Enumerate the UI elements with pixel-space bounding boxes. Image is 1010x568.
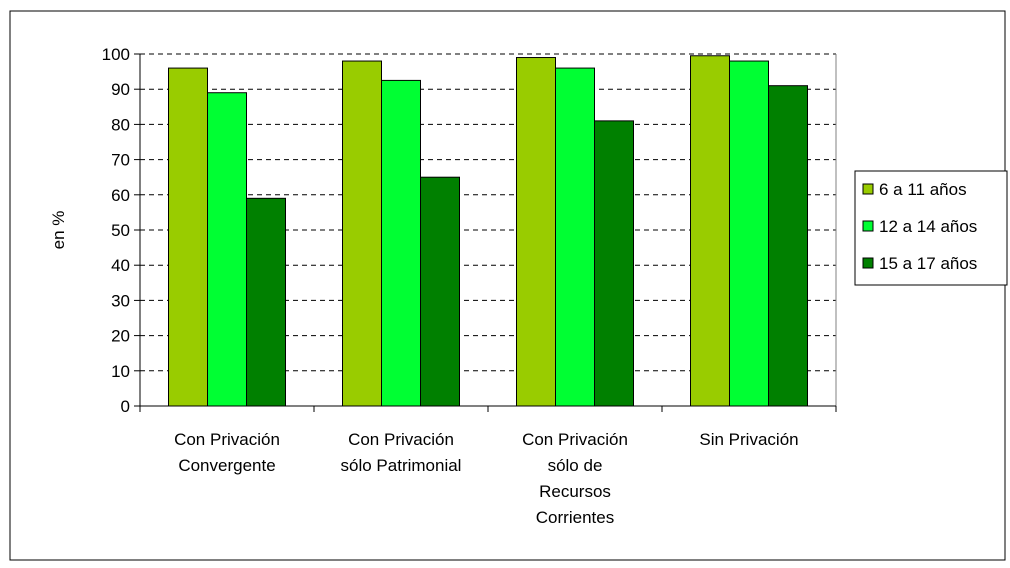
bar: [555, 67, 595, 407]
y-tick-label: 70: [111, 151, 130, 170]
legend-swatch: [862, 183, 874, 195]
x-tick-label: Con Privación sólo de Recursos Corrientes: [522, 430, 628, 527]
x-tick-label-line: Con Privación: [348, 430, 454, 449]
legend-label: 12 a 14 años: [879, 217, 977, 236]
x-tick-label-line: Recursos: [539, 482, 611, 501]
y-axis-label: en %: [49, 211, 68, 250]
x-tick-label-line: Con Privación: [174, 430, 280, 449]
x-tick-label-line: Convergente: [178, 456, 275, 475]
bar: [381, 79, 421, 407]
legend-label: 6 a 11 años: [879, 180, 967, 199]
x-tick-label-line: sólo de: [548, 456, 603, 475]
bar: [690, 55, 730, 407]
x-tick-label-line: Sin Privación: [699, 430, 798, 449]
legend-swatch: [862, 220, 874, 232]
y-tick-label: 10: [111, 362, 130, 381]
bar: [729, 60, 769, 407]
bar: [516, 57, 556, 407]
x-tick-label: Con Privación sólo Patrimonial: [341, 430, 462, 475]
legend: 6 a 11 años 12 a 14 años 15 a 17 años: [854, 170, 1008, 286]
y-tick-label: 60: [111, 186, 130, 205]
y-tick-label: 90: [111, 80, 130, 99]
y-tick-label: 100: [102, 45, 130, 64]
x-tick-label: Con Privación Convergente: [174, 430, 280, 475]
bar: [594, 120, 634, 407]
legend-label: 15 a 17 años: [879, 254, 977, 273]
y-tick-label: 0: [121, 397, 130, 416]
y-tick-label: 40: [111, 256, 130, 275]
axes: 0 10 20 30 40 50 60 70 80 90 100 Con Privación Conve…: [102, 45, 837, 527]
x-tick-label-line: sólo Patrimonial: [341, 456, 462, 475]
x-tick-label: Sin Privación: [699, 430, 798, 449]
y-tick-label: 30: [111, 291, 130, 310]
bar: [168, 67, 208, 407]
bar: [246, 197, 286, 407]
bar: [342, 60, 382, 407]
legend-box: [854, 170, 1008, 286]
x-tick-label-line: Con Privación: [522, 430, 628, 449]
bars: [168, 55, 808, 407]
y-tick-label: 80: [111, 115, 130, 134]
y-tick-label: 20: [111, 327, 130, 346]
bar: [207, 92, 247, 407]
bar: [768, 85, 808, 407]
x-tick-label-line: Corrientes: [536, 508, 614, 527]
bar: [420, 176, 460, 407]
y-tick-label: 50: [111, 221, 130, 240]
legend-swatch: [862, 257, 874, 269]
